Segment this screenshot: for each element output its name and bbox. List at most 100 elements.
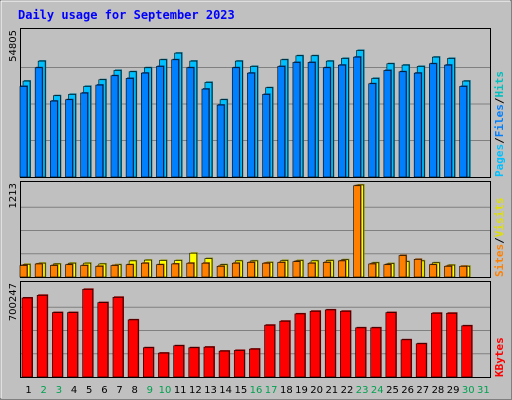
- x-tick-label: 5: [86, 385, 92, 396]
- bar-sites-day-undefined: [398, 255, 407, 278]
- x-tick-label: 24: [371, 385, 384, 396]
- bar-kbytes-day-undefined: [67, 312, 78, 378]
- bar-kbytes-day-undefined: [415, 343, 427, 378]
- bar-kbytes-day-undefined: [142, 347, 154, 378]
- x-tick-label: 15: [234, 385, 247, 396]
- bar-files-day-1: [19, 86, 28, 178]
- bar-sites-day-undefined: [80, 265, 88, 278]
- x-tick-label: 17: [265, 385, 278, 396]
- bar-sites-day-undefined: [216, 265, 225, 278]
- x-tick-label: 6: [101, 385, 107, 396]
- x-tick-label: 10: [159, 385, 172, 396]
- bar-sites-day-undefined: [262, 262, 270, 278]
- x-tick-label: 13: [204, 385, 217, 396]
- bar-kbytes-day-undefined: [82, 289, 93, 378]
- bar-sites-day-undefined: [338, 260, 346, 278]
- bar-files-day-19: [292, 62, 301, 178]
- bar-kbytes-day-undefined: [112, 297, 124, 378]
- bar-sites-day-undefined: [429, 264, 437, 278]
- bar-files-day-20: [307, 62, 316, 178]
- bar-kbytes-day-undefined: [127, 319, 139, 378]
- bar-sites-day-undefined: [368, 263, 377, 278]
- bar-files-day-2: [34, 67, 43, 178]
- bar-kbytes-day-undefined: [203, 346, 215, 378]
- bar-files-day-18: [277, 66, 286, 178]
- y-tick-label: 54805: [8, 30, 19, 62]
- x-tick-label: 14: [219, 385, 232, 396]
- x-axis-labels: 1 2 3 4 5 6 7 8 9 10 11 12 13 14 15 16 17 18 19 20 21 22 23 24 2…: [25, 385, 489, 396]
- bar-sites-day-undefined: [125, 264, 134, 278]
- y-tick-label: 1213: [8, 183, 19, 208]
- panel-legend: Pages/Files/Hits: [493, 71, 506, 177]
- bar-files-day-13: [201, 88, 210, 178]
- bar-kbytes-day-undefined: [52, 312, 63, 378]
- bar-kbytes-day-undefined: [294, 313, 306, 378]
- bar-files-day-8: [125, 78, 134, 178]
- x-tick-label: 27: [416, 385, 429, 396]
- bar-sites-day-undefined: [307, 262, 316, 278]
- bar-sites-day-undefined: [186, 262, 195, 278]
- bar-sites-day-undefined: [444, 265, 452, 278]
- bar-files-day-5: [80, 92, 88, 178]
- bar-files-day-16: [247, 72, 255, 178]
- bar-kbytes-day-undefined: [188, 347, 200, 378]
- x-tick-label: 25: [386, 385, 399, 396]
- bar-files-day-12: [186, 67, 195, 178]
- bar-kbytes-day-undefined: [249, 348, 260, 378]
- bar-files-day-4: [65, 99, 73, 178]
- bar-files-day-17: [262, 94, 270, 178]
- bar-sites-day-undefined: [292, 261, 301, 278]
- bar-kbytes-day-undefined: [340, 310, 351, 378]
- bar-files-day-23: [353, 56, 361, 178]
- bar-kbytes-day-undefined: [264, 324, 275, 378]
- x-tick-label: 7: [116, 385, 122, 396]
- bar-kbytes-day-undefined: [97, 302, 109, 378]
- bar-files-day-21: [322, 67, 331, 178]
- bar-kbytes-day-undefined: [385, 312, 397, 378]
- bar-sites-day-undefined: [383, 264, 392, 278]
- bar-sites-day-undefined: [413, 259, 422, 278]
- bar-kbytes-day-undefined: [173, 345, 184, 378]
- bar-kbytes-day-undefined: [158, 352, 169, 378]
- bar-files-day-11: [171, 59, 179, 178]
- x-tick-label: 28: [432, 385, 445, 396]
- bar-kbytes-day-undefined: [309, 310, 321, 378]
- bar-sites-day-undefined: [171, 263, 179, 278]
- x-tick-label: 8: [132, 385, 138, 396]
- bar-kbytes-day-undefined: [36, 295, 48, 378]
- panel-3: 700247 KBytes: [8, 281, 506, 378]
- bar-files-day-15: [231, 67, 240, 178]
- panel-legend: KBytes: [493, 337, 506, 377]
- bar-sites-day-undefined: [459, 265, 467, 278]
- bar-kbytes-day-undefined: [21, 297, 33, 378]
- x-tick-label: 19: [295, 385, 308, 396]
- bar-sites-day-undefined: [65, 264, 73, 278]
- x-tick-label: 22: [341, 385, 354, 396]
- x-tick-label: 3: [56, 385, 62, 396]
- x-tick-label: 11: [174, 385, 187, 396]
- bar-files-day-27: [413, 72, 422, 178]
- bar-kbytes-day-undefined: [279, 320, 291, 378]
- bar-kbytes-day-undefined: [446, 312, 457, 378]
- bar-sites-day-undefined: [140, 262, 149, 278]
- bar-sites-day-undefined: [277, 262, 286, 278]
- bar-files-day-7: [110, 75, 119, 178]
- bar-kbytes-day-undefined: [431, 312, 442, 378]
- bar-sites-day-undefined: [156, 264, 164, 278]
- bar-files-day-14: [216, 104, 225, 178]
- bar-files-day-29: [444, 64, 452, 178]
- bar-sites-day-undefined: [247, 262, 255, 278]
- bar-sites-day-undefined: [95, 265, 104, 278]
- x-tick-label: 20: [310, 385, 323, 396]
- bar-sites-day-undefined: [19, 265, 28, 278]
- bar-sites-day-undefined: [110, 265, 119, 278]
- x-tick-label: 9: [147, 385, 153, 396]
- bar-kbytes-day-undefined: [400, 339, 412, 378]
- bar-sites-day-undefined: [50, 265, 58, 278]
- x-tick-label: 30: [462, 385, 475, 396]
- bar-files-day-6: [95, 84, 104, 178]
- x-tick-label: 16: [250, 385, 263, 396]
- panel-1: 54805 Pages/Files/Hits: [8, 28, 506, 178]
- x-tick-label: 4: [71, 385, 77, 396]
